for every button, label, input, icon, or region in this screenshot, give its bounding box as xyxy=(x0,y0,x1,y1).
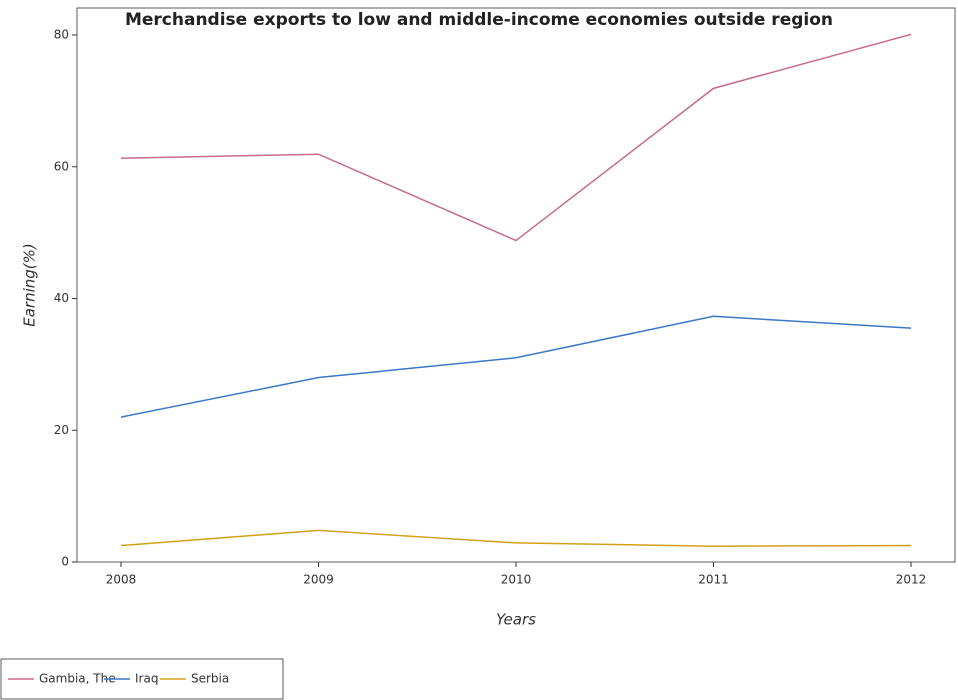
x-tick-label: 2008 xyxy=(106,573,137,587)
chart-title: Merchandise exports to low and middle-in… xyxy=(125,10,833,30)
legend-label: Iraq xyxy=(135,672,158,686)
legend-label: Serbia xyxy=(191,672,229,686)
x-tick-label: 2009 xyxy=(303,573,334,587)
y-tick-label: 80 xyxy=(54,28,69,42)
y-tick-label: 0 xyxy=(61,555,69,569)
line-series xyxy=(120,315,912,418)
x-tick-label: 2010 xyxy=(501,573,532,587)
line-series xyxy=(120,33,912,242)
x-tick-label: 2011 xyxy=(698,573,729,587)
x-tick-label: 2012 xyxy=(896,573,927,587)
legend-box xyxy=(0,658,284,700)
plot-frame xyxy=(76,7,956,563)
y-tick-label: 20 xyxy=(54,423,69,437)
y-tick-label: 40 xyxy=(54,291,69,305)
legend-label: Gambia, The xyxy=(39,672,116,686)
y-axis-label: Earning(%) xyxy=(21,243,39,327)
y-tick-label: 60 xyxy=(54,159,69,173)
x-axis-label: Years xyxy=(496,611,536,629)
line-series xyxy=(120,529,912,547)
